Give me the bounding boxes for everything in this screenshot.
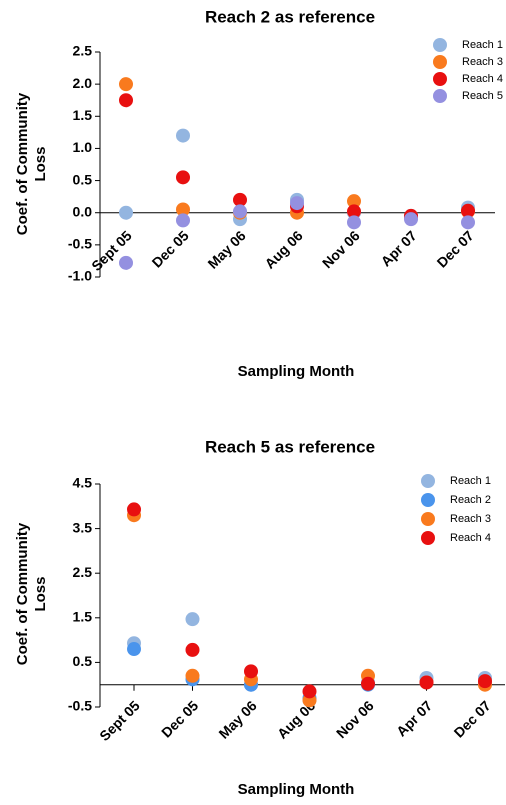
data-point [119, 255, 133, 270]
y-axis-label: Coef. of Community Loss [14, 92, 49, 236]
x-tick-label: Apr 07 [393, 697, 435, 739]
y-tick-label: 2.5 [73, 564, 93, 580]
x-tick-label: Dec 05 [148, 227, 191, 270]
data-point [461, 203, 475, 218]
y-tick-label: -1.0 [68, 268, 92, 284]
legend-marker [421, 493, 435, 507]
x-tick-label: Dec 07 [450, 697, 493, 740]
x-tick-label: Aug 06 [261, 227, 305, 271]
data-point [185, 612, 200, 627]
chart-title: Reach 5 as reference [205, 437, 375, 456]
legend-marker [421, 531, 435, 545]
data-point [176, 202, 190, 217]
y-tick-label: 1.5 [73, 609, 93, 625]
data-point [185, 642, 200, 657]
data-point [302, 684, 317, 699]
y-tick-label: 1.0 [73, 139, 93, 155]
legend-marker [433, 55, 447, 69]
data-point [347, 194, 361, 209]
x-tick-label: Apr 07 [378, 227, 420, 269]
data-point [419, 675, 434, 690]
data-point [347, 204, 361, 219]
data-point [176, 213, 190, 228]
y-tick-label: 0.5 [73, 171, 93, 187]
x-tick-label: Dec 07 [433, 227, 476, 270]
chart-title: Reach 2 as reference [205, 7, 375, 26]
legend-marker [421, 474, 435, 488]
legend-label: Reach 2 [450, 494, 491, 506]
data-point [478, 674, 492, 689]
data-point [361, 676, 375, 691]
y-tick-label: 2.5 [73, 43, 93, 59]
legend-marker [433, 38, 447, 52]
legend-label: Reach 3 [450, 513, 491, 525]
data-point [127, 502, 141, 517]
data-point [119, 205, 133, 220]
data-point [185, 668, 200, 683]
data-point [233, 204, 247, 219]
legend-label: Reach 4 [462, 73, 503, 85]
legend-marker [433, 89, 447, 103]
legend-label: Reach 5 [462, 90, 503, 102]
data-point [244, 664, 258, 679]
y-tick-label: 4.5 [73, 475, 93, 491]
legend-label: Reach 4 [450, 532, 491, 544]
x-tick-label: May 06 [204, 227, 248, 271]
legend-label: Reach 3 [462, 56, 503, 68]
x-tick-label: Nov 06 [333, 697, 377, 741]
x-tick-label: Dec 05 [158, 697, 201, 740]
data-point [176, 170, 190, 185]
x-tick-label: Nov 06 [319, 227, 363, 271]
y-tick-label: -0.5 [68, 236, 92, 252]
x-tick-label: Sept 05 [96, 697, 143, 744]
data-point [233, 192, 247, 207]
y-axis-label: Coef. of Community Loss [14, 522, 49, 666]
y-tick-label: 2.0 [73, 75, 93, 91]
y-tick-label: 0.0 [73, 203, 93, 219]
x-tick-label: May 06 [215, 697, 259, 741]
data-point [404, 212, 418, 227]
data-point [119, 77, 133, 92]
y-tick-label: -0.5 [68, 698, 92, 714]
y-tick-label: 0.5 [73, 653, 93, 669]
x-axis-label: Sampling Month [238, 781, 355, 798]
legend-label: Reach 1 [450, 475, 491, 487]
legend-marker [433, 72, 447, 86]
legend-marker [421, 512, 435, 526]
data-point [119, 93, 133, 108]
y-tick-label: 3.5 [73, 519, 93, 535]
data-point [461, 215, 475, 230]
data-point [347, 215, 361, 230]
data-point [127, 642, 141, 657]
x-axis-label: Sampling Month [238, 363, 355, 380]
data-point [176, 128, 190, 143]
data-point [290, 196, 304, 211]
y-tick-label: 1.5 [73, 107, 93, 123]
legend-label: Reach 1 [462, 39, 503, 51]
